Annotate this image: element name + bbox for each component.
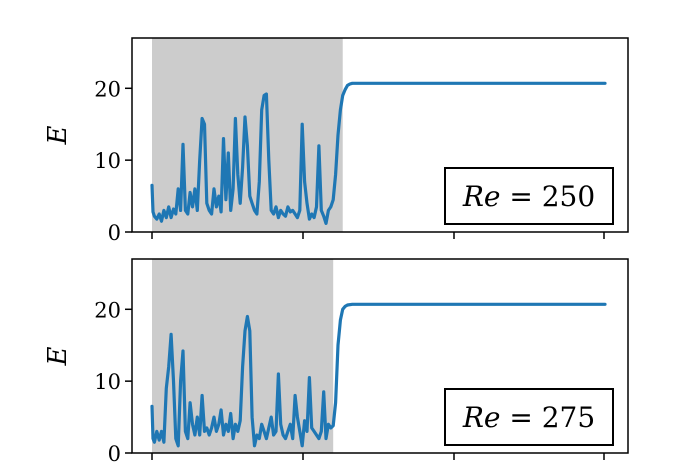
axes-frame: [131, 258, 629, 454]
y-axis-label: E: [43, 125, 73, 145]
annotation-box: [444, 167, 614, 225]
y-tick-label: 0: [108, 221, 121, 245]
y-axis-label: E: [43, 346, 73, 366]
y-tick-label: 20: [94, 77, 121, 101]
series-line: [150, 302, 607, 448]
y-tick-label: 0: [108, 442, 121, 466]
chart-panel-top: 0 10 20 E Re = 250: [43, 37, 629, 245]
annotation-box: [444, 388, 614, 446]
chart-panel-bottom: 0 10 20 E Re = 275: [43, 258, 629, 466]
axes-frame: [131, 37, 629, 233]
y-tick-label: 10: [94, 370, 121, 394]
series-line: [150, 81, 607, 225]
annotation-label: Re = 250: [462, 180, 595, 213]
y-tick-label: 20: [94, 298, 121, 322]
annotation-label: Re = 275: [462, 401, 595, 434]
y-tick-label: 10: [94, 149, 121, 173]
